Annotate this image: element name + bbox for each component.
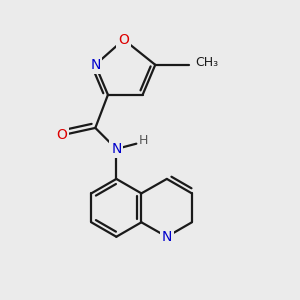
Text: CH₃: CH₃ bbox=[196, 56, 219, 69]
Text: O: O bbox=[56, 128, 67, 142]
Text: O: O bbox=[118, 33, 129, 46]
Text: N: N bbox=[90, 58, 101, 72]
Text: N: N bbox=[162, 230, 172, 244]
Text: H: H bbox=[138, 134, 148, 147]
Text: N: N bbox=[111, 142, 122, 156]
